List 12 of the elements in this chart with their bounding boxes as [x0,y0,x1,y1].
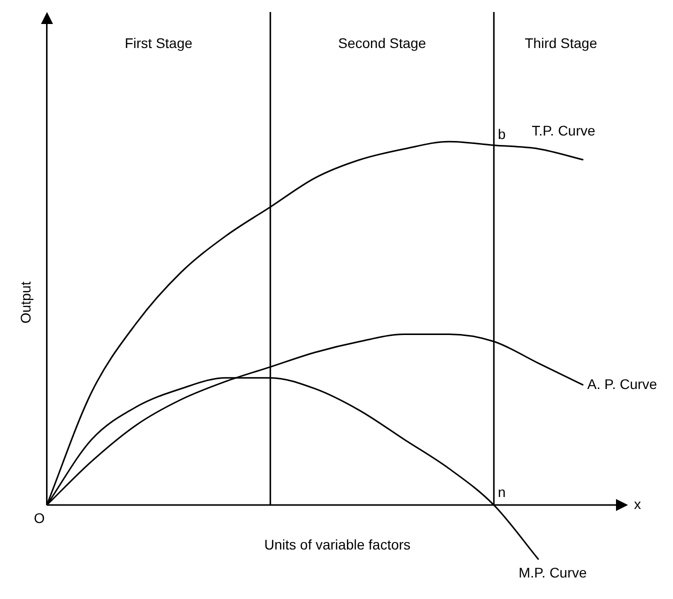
text: Third Stage [524,34,598,51]
annotation: b [498,126,506,142]
text: x [634,496,641,512]
series-label: M.P. Curve [518,564,588,580]
annotation: n [498,484,506,500]
series-label: T.P. Curve [532,122,596,139]
x-axis-title: Units of variable factors [264,536,411,553]
text: O [34,510,45,526]
text: First Stage [124,34,193,51]
text: Second Stage [338,34,426,51]
y-axis-title: Output [17,281,34,324]
series-label: A. P. Curve [587,376,658,392]
